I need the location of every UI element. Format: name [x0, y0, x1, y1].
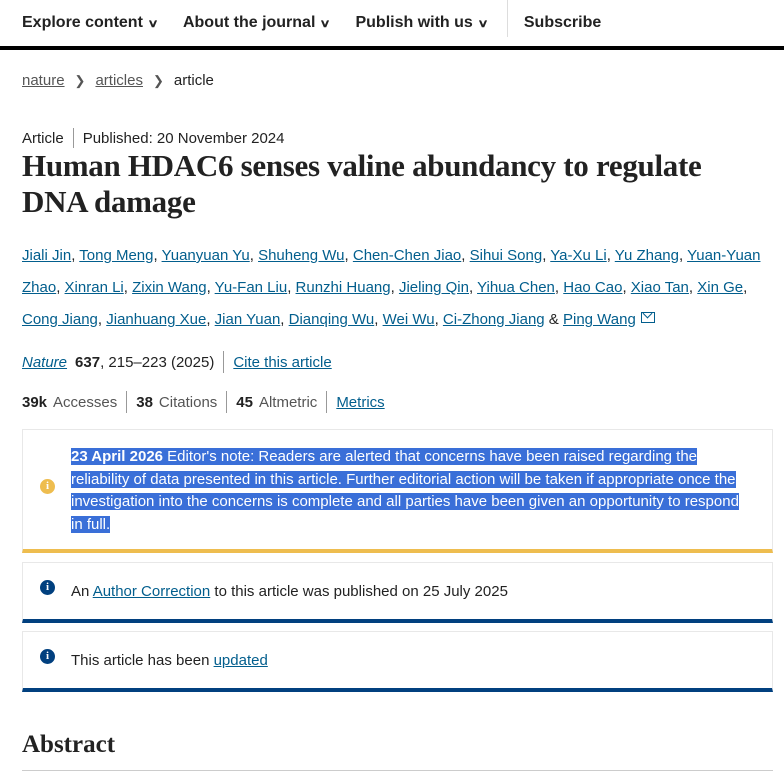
author-link[interactable]: Dianqing Wu	[288, 311, 375, 328]
metrics-link[interactable]: Metrics	[336, 393, 385, 411]
author-link[interactable]: Jiali Jin	[22, 247, 72, 264]
divider	[72, 128, 74, 148]
divider	[22, 770, 773, 771]
citation-line: Nature 637 , 215–223 (2025) Cite this ar…	[22, 351, 332, 373]
divider	[326, 391, 328, 413]
author-link[interactable]: Xiao Tan	[630, 279, 689, 296]
nav-label: Explore content	[22, 14, 143, 31]
editor-note-date: 23 April 2026	[71, 448, 163, 465]
article-type: Article	[22, 129, 64, 147]
editor-note-notice: i 23 April 2026 Editor's note: Readers a…	[22, 429, 773, 553]
correction-post: to this article was published on 25 July…	[210, 583, 508, 600]
info-icon: i	[40, 580, 55, 595]
author-list: Jiali Jin, Tong Meng, Yuanyuan Yu, Shuhe…	[22, 247, 761, 328]
chevron-down-icon: ∨	[477, 17, 489, 30]
updated-pre: This article has been	[71, 652, 214, 669]
breadcrumb: nature ❯ articles ❯ article	[22, 72, 214, 89]
author-link[interactable]: Yuanyuan Yu	[161, 247, 250, 264]
cite-article-link[interactable]: Cite this article	[233, 353, 332, 371]
breadcrumb-nature[interactable]: nature	[22, 72, 65, 89]
author-link[interactable]: Hao Cao	[563, 279, 623, 296]
info-icon: i	[40, 649, 55, 664]
author-link[interactable]: Jian Yuan	[214, 311, 281, 328]
divider	[226, 391, 228, 413]
page-title: Human HDAC6 senses valine abundancy to r…	[22, 148, 702, 219]
chevron-down-icon: ∨	[319, 17, 332, 30]
divider	[126, 391, 128, 413]
author-link[interactable]: Jianhuang Xue	[106, 311, 207, 328]
nav-label: Publish with us	[355, 14, 473, 31]
journal-link[interactable]: Nature	[22, 353, 68, 371]
editor-note-text: 23 April 2026 Editor's note: Readers are…	[71, 446, 751, 536]
nav-explore-content[interactable]: Explore content ∨	[22, 4, 159, 42]
author-correction-link[interactable]: Author Correction	[92, 583, 211, 600]
author-link[interactable]: Jieling Qin	[398, 279, 469, 296]
author-link[interactable]: Ya-Xu Li	[550, 247, 607, 264]
author-link[interactable]: Xin Ge	[697, 279, 744, 296]
accesses-label: Accesses	[53, 393, 118, 411]
altmetric-score: 45	[236, 393, 253, 411]
email-icon[interactable]	[640, 312, 655, 323]
published-date: Published: 20 November 2024	[82, 129, 285, 147]
chevron-right-icon: ❯	[74, 72, 86, 88]
author-link[interactable]: Cong Jiang	[22, 311, 98, 328]
breadcrumb-current: article	[173, 72, 214, 89]
citations-count: 38	[136, 393, 153, 411]
author-link[interactable]: Yu-Fan Liu	[214, 279, 288, 296]
chevron-right-icon: ❯	[152, 72, 164, 88]
author-link[interactable]: Shuheng Wu	[258, 247, 345, 264]
author-link[interactable]: Chen-Chen Jiao	[352, 247, 462, 264]
nav-label: About the journal	[182, 14, 316, 31]
article-meta: Article Published: 20 November 2024	[22, 128, 284, 148]
author-link[interactable]: Wei Wu	[382, 311, 435, 328]
article-updated-notice: i This article has been updated	[22, 631, 773, 692]
citations-label: Citations	[158, 393, 218, 411]
top-nav: Explore content ∨ About the journal ∨ Publ…	[0, 0, 784, 50]
correction-pre: An	[71, 583, 93, 600]
volume: 637	[75, 353, 101, 371]
updated-link[interactable]: updated	[213, 652, 268, 669]
updated-text: This article has been updated	[71, 650, 268, 673]
author-link[interactable]: Yu Zhang	[614, 247, 679, 264]
author-link[interactable]: Sihui Song	[469, 247, 543, 264]
nav-about-journal[interactable]: About the journal ∨	[182, 4, 332, 42]
accesses-count: 39k	[22, 393, 48, 411]
author-link[interactable]: Ci-Zhong Jiang	[442, 311, 545, 328]
nav-divider	[506, 0, 508, 37]
info-icon: i	[40, 479, 55, 494]
nav-publish[interactable]: Publish with us ∨	[355, 4, 489, 42]
author-link[interactable]: Tong Meng	[79, 247, 154, 264]
chevron-down-icon: ∨	[147, 17, 159, 30]
correction-text: An Author Correction to this article was…	[71, 581, 508, 604]
altmetric-label: Altmetric	[258, 393, 318, 411]
nav-subscribe[interactable]: Subscribe	[523, 14, 602, 31]
author-link[interactable]: Yuan-Yuan Zhao	[22, 247, 761, 296]
author-correction-notice: i An Author Correction to this article w…	[22, 562, 773, 623]
metrics-bar: 39k Accesses 38 Citations 45 Altmetric Metr…	[22, 391, 385, 413]
divider	[223, 351, 225, 373]
editor-note-body: Editor's note: Readers are alerted that …	[71, 448, 739, 533]
authors-and: &	[548, 311, 559, 328]
author-link[interactable]: Runzhi Huang	[295, 279, 391, 296]
pages: , 215–223 (2025)	[100, 353, 215, 371]
author-link[interactable]: Xinran Li	[64, 279, 124, 296]
abstract-heading: Abstract	[22, 731, 116, 758]
author-link[interactable]: Yihua Chen	[477, 279, 555, 296]
breadcrumb-articles[interactable]: articles	[95, 72, 143, 89]
author-link[interactable]: Ping Wang	[562, 311, 636, 328]
author-link[interactable]: Zixin Wang	[132, 279, 207, 296]
